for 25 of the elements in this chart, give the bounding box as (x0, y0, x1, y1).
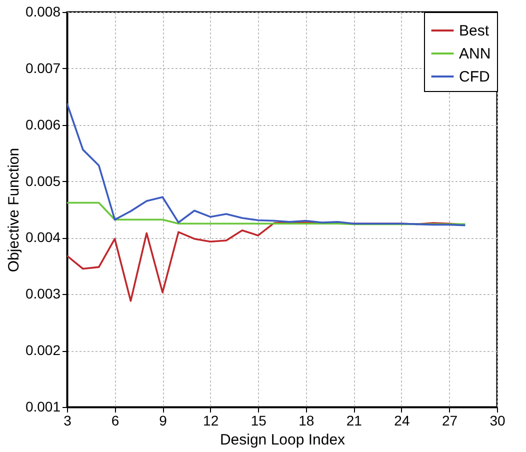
y-axis-title: Objective Function (5, 148, 22, 272)
y-tick-label: 0.007 (25, 60, 61, 76)
legend-label: Best (459, 22, 490, 40)
y-tick-label: 0.008 (25, 4, 61, 20)
x-tick-label: 21 (346, 412, 362, 428)
legend-label: CFD (459, 68, 490, 86)
line-series (67, 102, 466, 226)
y-tick-label: 0.005 (25, 172, 61, 189)
x-axis-title: Design Loop Index (220, 432, 346, 448)
y-tick-label: 0.001 (25, 398, 61, 414)
x-tick-label: 24 (394, 412, 410, 428)
legend-label: ANN (459, 46, 491, 62)
x-tick-label: 6 (111, 412, 120, 428)
x-tick-label: 15 (250, 412, 267, 428)
y-tick-label: 0.003 (25, 286, 61, 302)
x-tick-label: 9 (159, 412, 168, 428)
x-tick-label: 3 (64, 412, 72, 428)
x-tick-label: 30 (490, 412, 506, 428)
x-tick-label: 27 (442, 412, 458, 428)
y-tick-label: 0.004 (25, 229, 61, 246)
y-tick-label: 0.006 (25, 116, 61, 132)
line-series (67, 202, 466, 226)
x-tick-label: 12 (203, 412, 219, 428)
x-tick-label: 18 (298, 412, 314, 428)
y-tick-label: 0.002 (25, 342, 61, 358)
